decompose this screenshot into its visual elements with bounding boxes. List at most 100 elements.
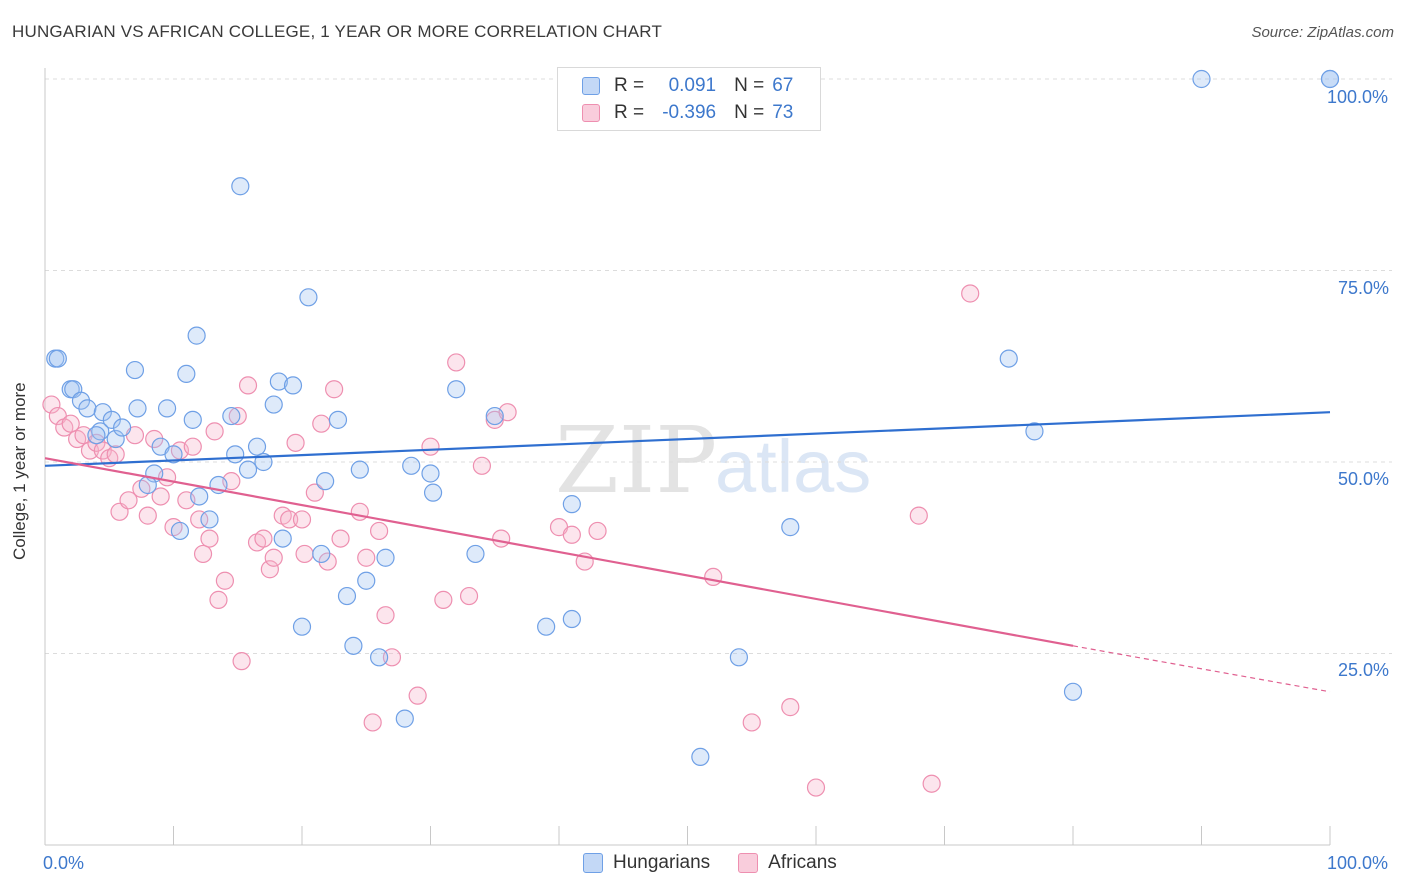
hungarians-legend-swatch	[583, 853, 603, 873]
africans-trend-extension	[1072, 645, 1331, 693]
n-label: N =	[734, 75, 765, 96]
source-label: Source: ZipAtlas.com	[1251, 24, 1394, 41]
africans-point	[909, 506, 928, 525]
hungarians-point	[200, 510, 219, 529]
africans-point	[492, 529, 511, 548]
africans-point	[280, 510, 299, 529]
r-label: R =	[614, 102, 645, 123]
africans-point	[215, 571, 234, 590]
hungarians-point	[729, 648, 749, 667]
africans-point	[209, 590, 228, 609]
hungarians-point	[299, 288, 318, 307]
africans-point	[312, 414, 331, 433]
hungarians-point	[402, 456, 421, 475]
hungarians-point	[183, 410, 202, 429]
y-tick-label-75: 75.0%	[1338, 278, 1390, 298]
africans-point	[331, 529, 350, 548]
hungarians-point	[269, 372, 288, 391]
x-tick-label-min: 0.0%	[43, 853, 85, 873]
africans-point	[421, 437, 440, 456]
hungarians-point	[238, 460, 258, 479]
hungarians-point	[1192, 69, 1211, 89]
hungarians-point	[112, 418, 132, 437]
africans-legend-swatch	[738, 853, 759, 873]
hungarians-point	[226, 445, 245, 464]
hungarians-swatch	[582, 77, 600, 95]
hungarians-point	[370, 648, 389, 667]
africans-point	[370, 521, 389, 541]
hungarians-point	[190, 487, 209, 506]
hungarians-point	[1320, 69, 1340, 89]
hungarians-point	[421, 464, 440, 483]
hungarians-point	[999, 349, 1018, 368]
africans-swatch	[582, 104, 600, 122]
africans-point	[704, 567, 723, 587]
x-tick-label-max: 100.0%	[1327, 853, 1389, 873]
africans-point	[382, 648, 402, 667]
hungarians-point	[316, 472, 335, 491]
hungarians-point	[177, 364, 196, 384]
africans-point	[295, 544, 314, 564]
hungarians-point	[128, 399, 147, 418]
africans-point	[42, 395, 61, 414]
stats-legend: R = 0.091 N = 67 R = -0.396 N = 73	[557, 67, 821, 131]
hungarians-point	[447, 380, 466, 399]
hungarians-point	[264, 395, 283, 414]
hungarians-legend-label: Hungarians	[613, 852, 711, 873]
africans-point	[138, 506, 157, 525]
africans-point	[472, 456, 491, 475]
hungarians-point	[344, 636, 363, 655]
y-tick-label-100: 100.0%	[1327, 87, 1389, 107]
africans-r-value: -0.396	[662, 102, 717, 123]
hungarians-point	[187, 326, 206, 345]
africans-point	[205, 422, 224, 441]
africans-point	[228, 406, 247, 426]
africans-trend-line	[44, 457, 1074, 647]
africans-point	[447, 353, 466, 372]
africans-point	[106, 445, 125, 464]
africans-point	[183, 437, 202, 456]
africans-point	[806, 778, 826, 797]
africans-point	[305, 483, 324, 502]
africans-point	[193, 544, 213, 564]
africans-point	[200, 529, 219, 548]
hungarians-point	[273, 529, 292, 548]
hungarians-point	[350, 460, 369, 479]
hungarians-point	[48, 349, 67, 368]
hungarians-point	[292, 617, 312, 636]
africans-point	[119, 491, 138, 510]
hungarians-point	[102, 410, 121, 429]
hungarians-point	[562, 609, 581, 629]
r-label: R =	[614, 75, 645, 96]
y-tick-label-25: 25.0%	[1338, 660, 1390, 680]
legend-item-africans[interactable]: Africans	[738, 852, 837, 874]
hungarians-point	[222, 406, 241, 426]
hungarians-r-value: 0.091	[668, 75, 717, 96]
africans-point	[459, 586, 479, 606]
hungarians-point	[247, 437, 267, 456]
africans-point	[260, 560, 279, 579]
hungarians-point	[781, 518, 800, 537]
africans-point	[232, 652, 251, 671]
africans-point	[922, 774, 941, 793]
africans-point	[61, 414, 80, 433]
africans-point	[961, 284, 980, 303]
africans-point	[363, 713, 382, 732]
africans-point	[325, 380, 344, 399]
africans-point	[264, 548, 283, 567]
legend-row-hungarians: R = 0.091 N = 67	[582, 74, 793, 98]
series-legend: Hungarians Africans	[583, 852, 865, 874]
africans-point	[190, 510, 209, 529]
legend-row-africans: R = -0.396 N = 73	[582, 101, 793, 125]
n-label: N =	[734, 102, 765, 123]
hungarians-point	[312, 544, 331, 564]
legend-item-hungarians[interactable]: Hungarians	[583, 852, 710, 874]
africans-point	[408, 686, 427, 705]
hungarians-trend-line	[44, 411, 1331, 467]
africans-point	[376, 606, 395, 625]
hungarians-point	[423, 483, 443, 502]
chart-title: HUNGARIAN VS AFRICAN COLLEGE, 1 YEAR OR …	[12, 22, 663, 41]
hungarians-point	[395, 709, 414, 728]
africans-point	[292, 510, 312, 529]
